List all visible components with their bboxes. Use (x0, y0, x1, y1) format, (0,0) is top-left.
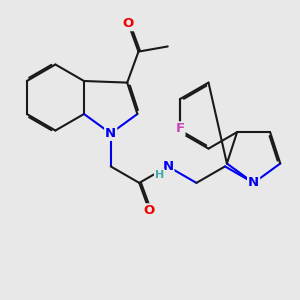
Text: O: O (123, 17, 134, 30)
Text: O: O (144, 204, 155, 217)
Text: F: F (176, 122, 184, 135)
Text: N: N (248, 176, 259, 189)
Text: H: H (155, 170, 164, 180)
Text: N: N (162, 160, 173, 173)
Text: N: N (105, 127, 116, 140)
